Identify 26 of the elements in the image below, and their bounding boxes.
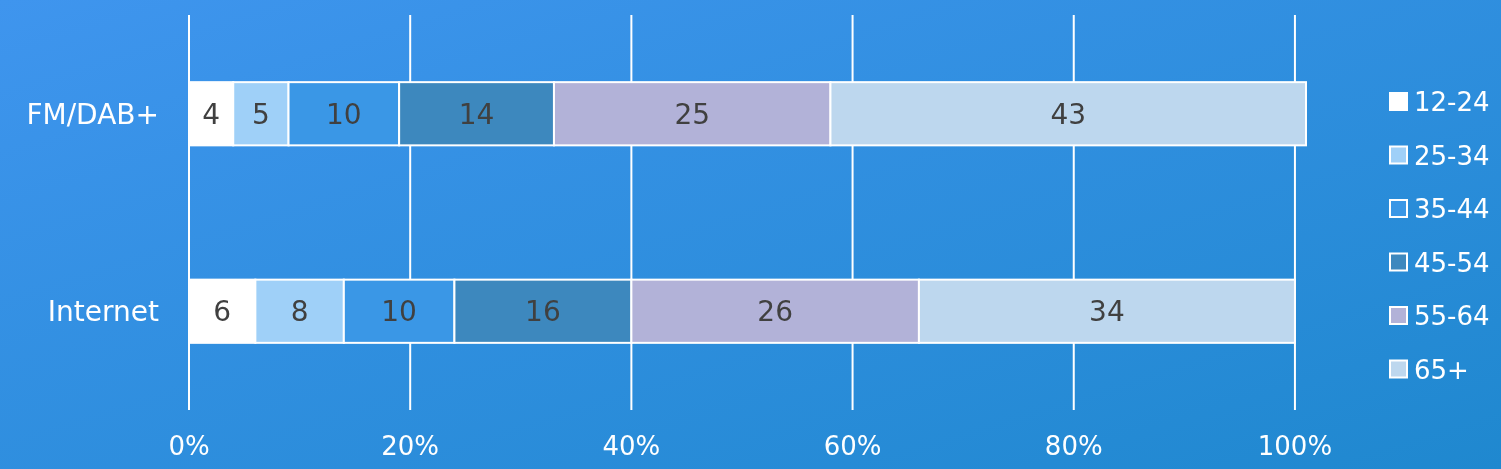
data-label: 8 xyxy=(290,295,309,329)
data-label: 10 xyxy=(381,295,417,329)
legend-label: 35-44 xyxy=(1414,194,1490,225)
y-tick-label: Internet xyxy=(47,295,160,329)
legend-label: 65+ xyxy=(1414,354,1469,385)
legend-label: 25-34 xyxy=(1414,140,1490,171)
y-tick-label: FM/DAB+ xyxy=(26,97,159,131)
x-tick-label: 80% xyxy=(1044,431,1103,461)
x-tick-label: 60% xyxy=(823,431,882,461)
legend-label: 45-54 xyxy=(1414,247,1490,278)
legend-label: 55-64 xyxy=(1414,301,1490,332)
x-tick-label: 100% xyxy=(1257,431,1333,461)
data-label: 16 xyxy=(525,295,561,329)
x-tick-label: 20% xyxy=(381,431,440,461)
data-label: 10 xyxy=(326,97,362,131)
data-label: 14 xyxy=(458,97,495,131)
legend-label: 12-24 xyxy=(1414,87,1490,118)
data-label: 25 xyxy=(674,97,711,131)
data-label: 34 xyxy=(1089,295,1125,329)
x-tick-label: 0% xyxy=(168,431,210,461)
data-label: 26 xyxy=(757,295,793,329)
data-label: 4 xyxy=(202,97,221,131)
data-label: 6 xyxy=(213,295,232,329)
x-tick-label: 40% xyxy=(602,431,661,461)
data-label: 5 xyxy=(251,97,270,131)
data-label: 43 xyxy=(1050,97,1087,131)
